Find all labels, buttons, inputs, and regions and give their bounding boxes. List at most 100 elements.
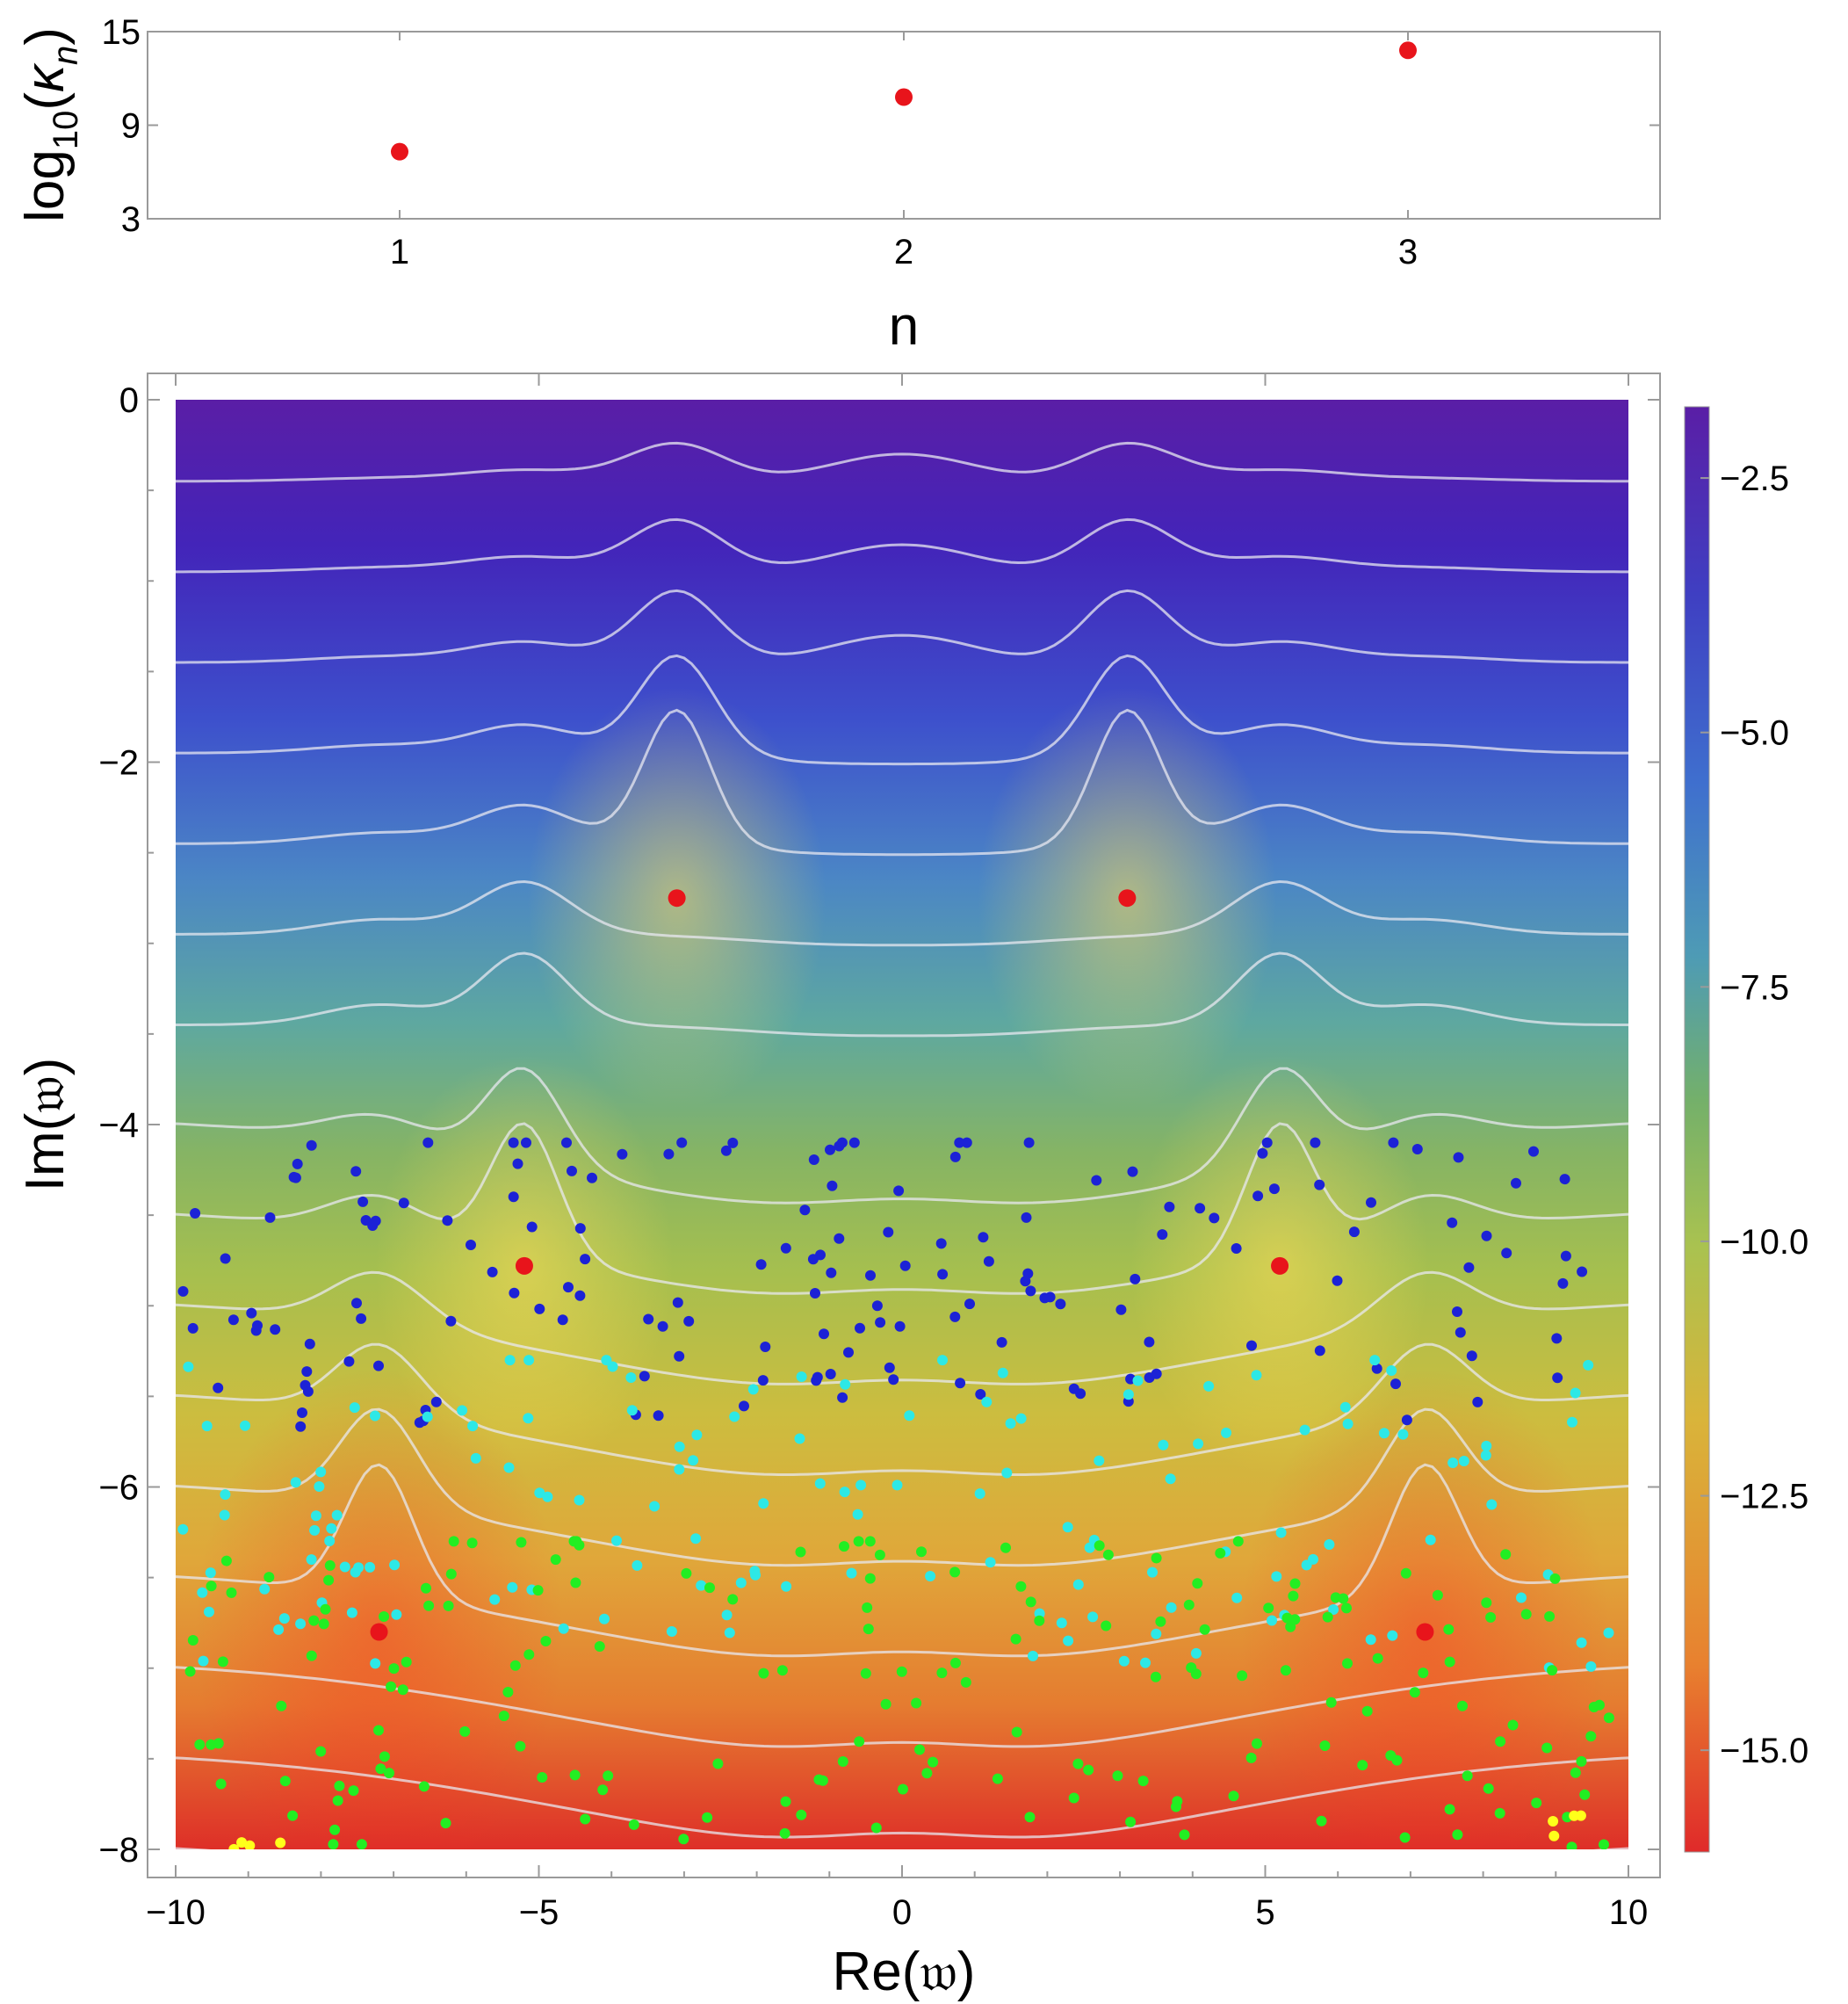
green-pseudospectrum-point: [423, 1600, 435, 1611]
cyan-pseudospectrum-point: [183, 1361, 194, 1372]
green-pseudospectrum-point: [1102, 1549, 1114, 1560]
blue-pseudospectrum-point: [1481, 1230, 1492, 1241]
green-pseudospectrum-point: [864, 1536, 876, 1547]
blue-pseudospectrum-point: [975, 1389, 986, 1400]
green-pseudospectrum-point: [1179, 1829, 1190, 1841]
green-pseudospectrum-point: [1547, 1665, 1558, 1676]
blue-pseudospectrum-point: [1127, 1166, 1138, 1177]
blue-pseudospectrum-point: [1039, 1292, 1050, 1304]
green-pseudospectrum-point: [1011, 1726, 1022, 1738]
green-pseudospectrum-point: [523, 1649, 535, 1660]
green-pseudospectrum-point: [375, 1763, 386, 1775]
cyan-pseudospectrum-point: [937, 1355, 948, 1366]
cyan-pseudospectrum-point: [855, 1479, 867, 1491]
green-pseudospectrum-point: [332, 1795, 343, 1806]
top-x-label: n: [889, 296, 919, 357]
green-pseudospectrum-point: [263, 1572, 275, 1583]
green-pseudospectrum-point: [550, 1554, 561, 1566]
cyan-pseudospectrum-point: [1140, 1657, 1151, 1668]
blue-pseudospectrum-point: [1130, 1273, 1141, 1284]
blue-pseudospectrum-point: [760, 1342, 771, 1352]
green-pseudospectrum-point: [960, 1676, 971, 1688]
green-pseudospectrum-point: [348, 1785, 359, 1797]
contour-line: [176, 517, 1628, 574]
blue-pseudospectrum-point: [1528, 1146, 1539, 1157]
bottom-x-label: Re(𝔴): [833, 1939, 976, 2003]
green-pseudospectrum-point: [1186, 1662, 1197, 1674]
cyan-pseudospectrum-point: [339, 1561, 350, 1573]
blue-pseudospectrum-point: [964, 1299, 975, 1310]
green-pseudospectrum-point: [443, 1600, 454, 1611]
green-pseudospectrum-point: [796, 1809, 807, 1820]
bottom-y-label: Im(𝔴): [12, 1058, 76, 1192]
blue-pseudospectrum-point: [177, 1285, 189, 1297]
green-pseudospectrum-point: [1288, 1590, 1299, 1602]
y-tick-label: 0: [119, 381, 139, 420]
blue-pseudospectrum-point: [826, 1267, 837, 1278]
green-pseudospectrum-point: [1215, 1547, 1226, 1559]
blue-pseudospectrum-point: [521, 1137, 531, 1148]
cyan-pseudospectrum-point: [1387, 1630, 1398, 1641]
green-pseudospectrum-point: [1281, 1612, 1293, 1624]
cyan-pseudospectrum-point: [796, 1371, 807, 1382]
cyan-pseudospectrum-point: [721, 1610, 733, 1621]
blue-pseudospectrum-point: [827, 1180, 838, 1191]
green-pseudospectrum-point: [1112, 1770, 1123, 1782]
quasinormal-mode-point: [515, 1256, 533, 1275]
colorbar-tick-label: −5.0: [1720, 714, 1789, 753]
top-x-tick-label: 3: [1398, 233, 1418, 271]
blue-pseudospectrum-point: [893, 1185, 905, 1197]
green-pseudospectrum-point: [580, 1813, 591, 1825]
cyan-pseudospectrum-point: [1151, 1628, 1162, 1639]
green-pseudospectrum-point: [397, 1684, 408, 1696]
cyan-pseudospectrum-point: [974, 1488, 985, 1500]
green-pseudospectrum-point: [445, 1568, 457, 1580]
green-pseudospectrum-point: [386, 1681, 397, 1692]
green-pseudospectrum-point: [384, 1768, 394, 1779]
blue-pseudospectrum-point: [487, 1266, 498, 1277]
green-pseudospectrum-point: [1252, 1738, 1262, 1749]
cyan-pseudospectrum-point: [758, 1498, 769, 1509]
blue-pseudospectrum-point: [1557, 1277, 1569, 1289]
cyan-pseudospectrum-point: [278, 1613, 290, 1624]
cyan-pseudospectrum-point: [724, 1627, 735, 1639]
green-pseudospectrum-point: [373, 1725, 384, 1736]
cyan-pseudospectrum-point: [1458, 1456, 1469, 1466]
green-pseudospectrum-point: [758, 1668, 769, 1679]
blue-pseudospectrum-point: [1091, 1175, 1102, 1186]
green-pseudospectrum-point: [853, 1536, 864, 1547]
green-pseudospectrum-point: [329, 1824, 341, 1835]
cyan-pseudospectrum-point: [674, 1441, 685, 1452]
cyan-pseudospectrum-point: [1481, 1440, 1492, 1451]
green-pseudospectrum-point: [1400, 1567, 1411, 1579]
green-pseudospectrum-point: [704, 1582, 715, 1594]
blue-pseudospectrum-point: [855, 1322, 865, 1334]
blue-pseudospectrum-point: [350, 1166, 362, 1177]
green-pseudospectrum-point: [1409, 1687, 1420, 1698]
cyan-pseudospectrum-point: [470, 1452, 481, 1464]
green-pseudospectrum-point: [681, 1567, 692, 1579]
green-pseudospectrum-point: [780, 1796, 791, 1807]
cyan-pseudospectrum-point: [625, 1372, 637, 1383]
blue-pseudospectrum-point: [617, 1148, 628, 1160]
blue-pseudospectrum-point: [1501, 1248, 1512, 1259]
blue-pseudospectrum-point: [1310, 1137, 1321, 1148]
blue-pseudospectrum-point: [954, 1137, 965, 1148]
green-pseudospectrum-point: [1155, 1616, 1166, 1627]
cyan-pseudospectrum-point: [290, 1477, 301, 1488]
green-pseudospectrum-point: [916, 1546, 927, 1558]
blue-pseudospectrum-point: [834, 1233, 845, 1244]
blue-pseudospectrum-point: [1366, 1197, 1376, 1208]
green-pseudospectrum-point: [226, 1587, 237, 1598]
cyan-pseudospectrum-point: [220, 1489, 231, 1501]
blue-pseudospectrum-point: [357, 1196, 369, 1207]
green-pseudospectrum-point: [896, 1666, 907, 1677]
contour-line: [176, 441, 1628, 483]
green-pseudospectrum-point: [854, 1736, 865, 1747]
green-pseudospectrum-point: [1068, 1792, 1079, 1804]
cyan-pseudospectrum-point: [1251, 1370, 1262, 1381]
green-pseudospectrum-point: [1481, 1597, 1492, 1609]
cyan-pseudospectrum-point: [324, 1536, 336, 1546]
cyan-pseudospectrum-point: [1221, 1427, 1231, 1438]
blue-pseudospectrum-point: [1164, 1201, 1175, 1212]
